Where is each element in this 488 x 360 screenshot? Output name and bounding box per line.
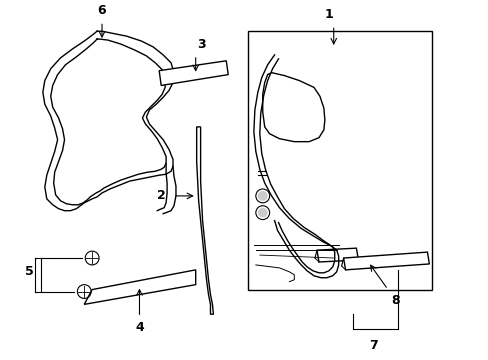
Text: 5: 5 bbox=[25, 265, 34, 278]
Text: 1: 1 bbox=[324, 8, 332, 21]
Text: 2: 2 bbox=[157, 189, 166, 202]
Bar bbox=[247, 31, 431, 289]
Text: 7: 7 bbox=[368, 339, 377, 352]
Text: 6: 6 bbox=[98, 4, 106, 17]
Text: 8: 8 bbox=[390, 293, 399, 306]
Polygon shape bbox=[316, 248, 358, 262]
Text: 3: 3 bbox=[197, 38, 206, 51]
Text: 4: 4 bbox=[135, 321, 143, 334]
Circle shape bbox=[257, 208, 267, 217]
Polygon shape bbox=[343, 252, 428, 270]
Polygon shape bbox=[159, 61, 228, 85]
Circle shape bbox=[257, 191, 267, 201]
Polygon shape bbox=[84, 270, 195, 304]
Polygon shape bbox=[196, 127, 213, 314]
